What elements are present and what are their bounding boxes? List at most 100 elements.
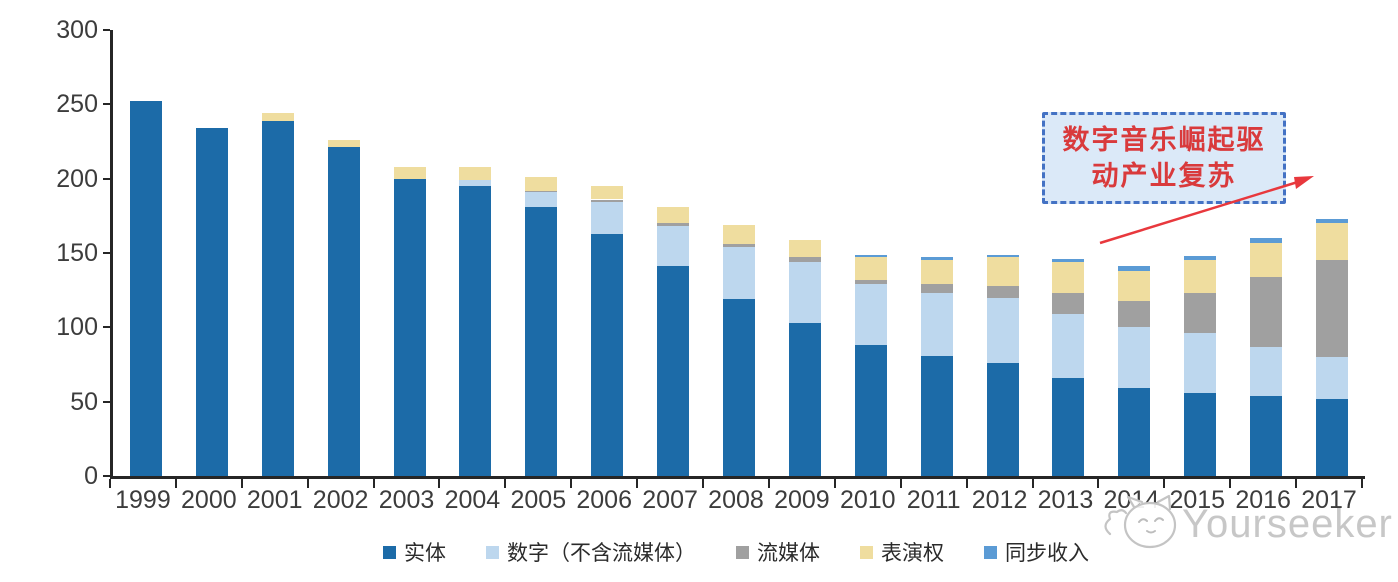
bar-segment-2011	[920, 355, 953, 476]
bar-segment-2016	[1250, 346, 1283, 396]
bar-segment-2012	[986, 297, 1019, 364]
bar-segment-2011	[920, 257, 953, 261]
x-axis-label-1999: 1999	[115, 486, 171, 514]
x-axis-label-2005: 2005	[510, 486, 567, 514]
bar-segment-2015	[1184, 333, 1217, 393]
y-axis-label: 200	[56, 164, 98, 193]
bar-segment-2006	[591, 186, 624, 200]
bar-segment-2005	[525, 177, 558, 191]
bar-segment-2016	[1250, 238, 1283, 243]
x-axis-tick	[372, 479, 375, 488]
bar-segment-2014	[1118, 300, 1151, 328]
bar-segment-2013	[1052, 377, 1085, 476]
bar-segment-2007	[657, 206, 690, 224]
bar-segment-2012	[986, 257, 1019, 286]
x-axis-tick	[965, 479, 968, 488]
bar-segment-2004	[459, 180, 492, 187]
x-axis-tick	[1163, 479, 1166, 488]
x-axis-tick	[1361, 479, 1363, 488]
y-axis-tick	[103, 177, 110, 180]
x-axis-label-2006: 2006	[576, 486, 632, 514]
y-axis-label: 300	[56, 16, 98, 44]
bar-segment-2002	[327, 147, 360, 476]
annotation-text-line1: 数字音乐崛起驱	[1062, 125, 1266, 155]
annotation-callout: 数字音乐崛起驱 动产业复苏	[1042, 112, 1286, 204]
x-axis-tick	[438, 479, 441, 488]
x-axis-label-2001: 2001	[246, 486, 303, 514]
x-axis-tick	[1031, 479, 1034, 488]
bar-segment-2006	[591, 202, 624, 234]
bar-segment-2009	[788, 257, 821, 262]
watermark-text: Yourseeker	[1182, 502, 1393, 546]
legend-label: 实体	[404, 542, 446, 565]
y-axis-label: 150	[56, 239, 98, 267]
x-axis-tick	[306, 479, 309, 488]
x-axis-tick	[1229, 479, 1232, 488]
legend-item: 表演权	[860, 537, 944, 567]
bar-segment-2003	[393, 166, 426, 179]
bar-segment-2015	[1184, 255, 1217, 261]
legend: 实体 数字（不含流媒体） 流媒体 表演权 同步收入	[110, 537, 1362, 567]
bar-segment-2016	[1250, 395, 1283, 476]
bar-segment-2004	[459, 186, 492, 476]
y-axis-label: 50	[70, 387, 98, 416]
x-axis-tick	[899, 479, 902, 488]
annotation-text-line2: 动产业复苏	[1091, 161, 1237, 191]
bar-segment-2008	[723, 299, 755, 476]
x-axis-tick	[109, 479, 111, 488]
x-axis-label-2016: 2016	[1235, 486, 1291, 514]
plot-area	[110, 30, 1365, 479]
x-axis-label-2015: 2015	[1169, 486, 1226, 514]
bar-segment-2008	[723, 247, 755, 300]
legend-item: 实体	[383, 537, 446, 567]
x-axis-label-2013: 2013	[1037, 486, 1094, 514]
x-axis-label-2002: 2002	[312, 486, 369, 514]
legend-label: 同步收入	[1005, 542, 1089, 565]
cat-logo-icon	[1104, 494, 1177, 549]
bar-segment-2011	[920, 284, 953, 294]
x-axis-label-2003: 2003	[378, 486, 435, 514]
bar-segment-2014	[1118, 266, 1151, 271]
legend-marker-icon	[383, 545, 396, 559]
bar-segment-2017	[1316, 223, 1349, 261]
x-axis-tick	[240, 479, 243, 488]
legend-marker-icon	[860, 545, 873, 559]
y-axis-tick	[103, 252, 110, 254]
x-axis-tick	[570, 479, 573, 488]
bar-segment-2017	[1316, 398, 1349, 476]
x-axis-tick	[702, 479, 705, 488]
bar-segment-2007	[657, 226, 690, 267]
bar-segment-2012	[986, 254, 1019, 258]
bar-segment-2007	[657, 266, 690, 476]
x-axis-label-2011: 2011	[906, 486, 961, 514]
x-axis-label-2012: 2012	[971, 486, 1028, 514]
bar-segment-2011	[920, 293, 953, 356]
bar-segment-2017	[1316, 357, 1349, 399]
bar-segment-2013	[1052, 293, 1085, 314]
x-axis-label-2007: 2007	[642, 486, 698, 514]
bar-segment-2000	[195, 128, 228, 476]
bar-segment-2015	[1184, 260, 1217, 294]
bar-segment-2017	[1316, 218, 1349, 224]
bar-segment-2012	[986, 363, 1019, 476]
bar-segment-2005	[525, 190, 558, 193]
x-axis-tick	[833, 479, 836, 488]
x-axis-label-2017: 2017	[1301, 486, 1357, 514]
bar-segment-2004	[459, 166, 492, 181]
y-axis-tick	[103, 103, 110, 106]
bar-segment-2006	[591, 199, 624, 203]
bar-segment-2013	[1052, 261, 1085, 294]
legend-item: 数字（不含流媒体）	[486, 537, 696, 567]
y-axis-label: 0	[84, 462, 98, 490]
legend-marker-icon	[486, 545, 499, 559]
bar-segment-2012	[986, 285, 1019, 298]
y-axis-label: 100	[56, 313, 98, 342]
legend-label: 数字（不含流媒体）	[507, 542, 696, 565]
y-axis-tick	[103, 400, 110, 403]
bar-segment-2006	[591, 233, 624, 476]
bar-segment-2008	[723, 224, 755, 245]
bar-segment-2015	[1184, 392, 1217, 476]
x-axis-label-2009: 2009	[774, 486, 830, 514]
bar-segment-2016	[1250, 276, 1283, 347]
